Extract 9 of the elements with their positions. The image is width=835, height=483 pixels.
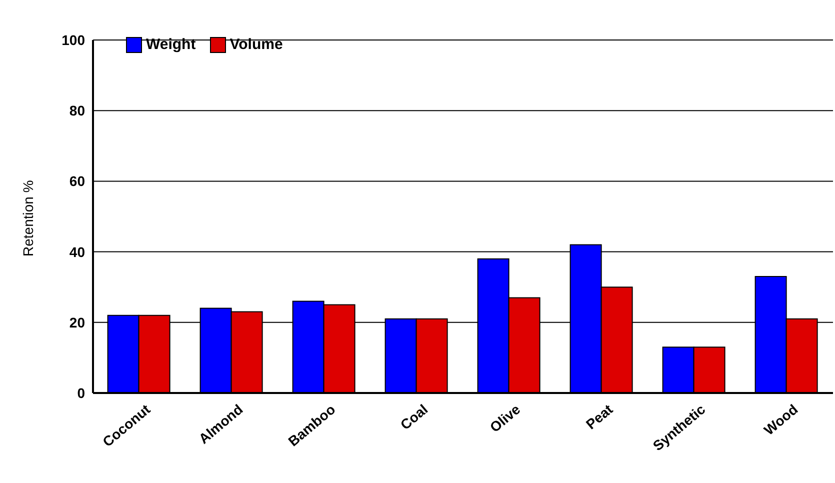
y-tick-label: 100 bbox=[62, 32, 86, 48]
y-tick-label: 60 bbox=[69, 173, 86, 190]
y-tick-label: 80 bbox=[69, 102, 86, 119]
legend-label: Volume bbox=[230, 36, 283, 53]
y-axis-title: Retention % bbox=[20, 180, 36, 256]
y-tick-label: 20 bbox=[69, 314, 86, 330]
legend-label: Weight bbox=[146, 36, 196, 53]
y-tick-label: 0 bbox=[77, 384, 86, 401]
y-tick-label: 40 bbox=[69, 244, 86, 260]
